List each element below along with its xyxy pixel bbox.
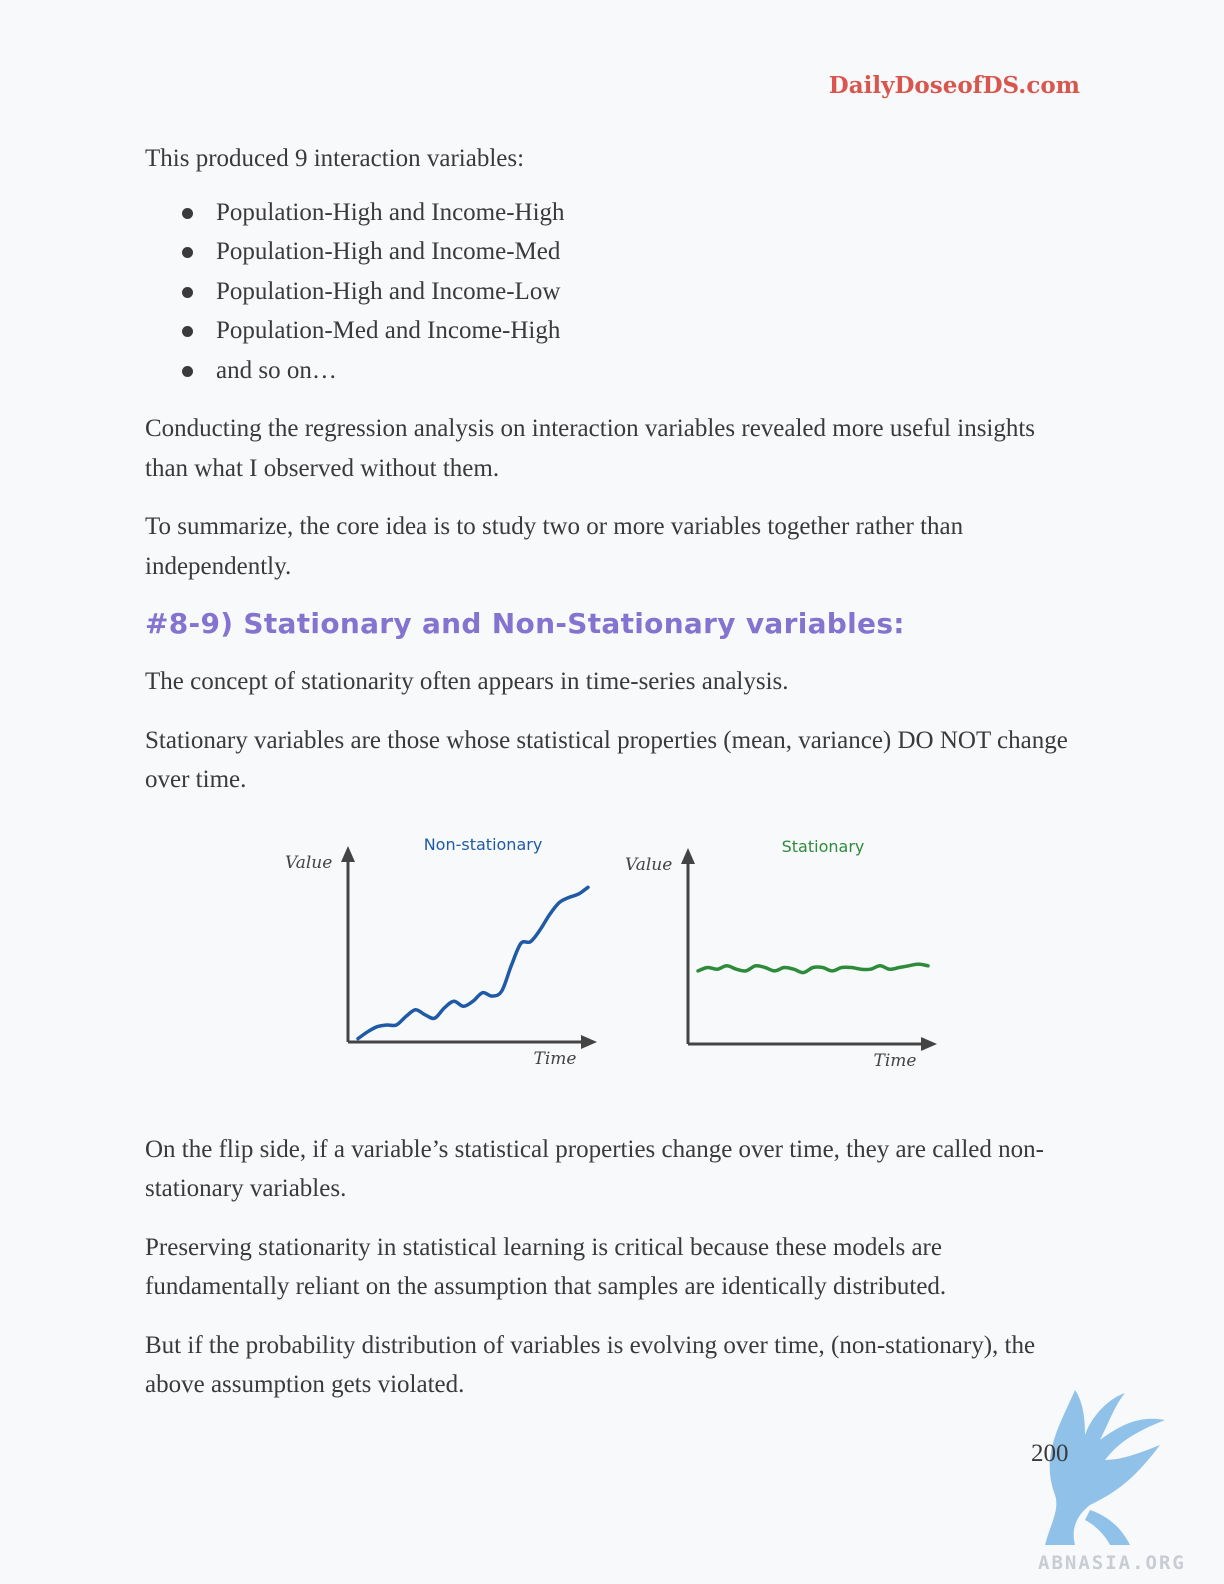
stationarity-charts-svg: Non-stationary Value Time Stationary Value Ti… xyxy=(285,835,937,1071)
body-paragraph: Conducting the regression analysis on in… xyxy=(145,415,1036,482)
stationary-series-line xyxy=(696,961,930,974)
nonstationary-x-axis-label: Time xyxy=(534,1049,577,1069)
body-paragraph: Stationary variables are those whose sta… xyxy=(145,726,1068,794)
watermark-text: ABNASIA.ORG xyxy=(1038,1552,1186,1574)
body-paragraph: To summarize, the core idea is to study … xyxy=(145,513,964,580)
nonstationary-x-axis-arrow-icon xyxy=(581,1034,597,1049)
page-number: 200 xyxy=(1031,1440,1069,1467)
stationary-y-axis-label: Value xyxy=(625,855,672,875)
list-item: and so on… xyxy=(145,351,1075,391)
page-content: This produced 9 interaction variables: P… xyxy=(145,139,1075,1424)
body-paragraph: On the flip side, if a variable’s statis… xyxy=(145,1135,1044,1203)
nonstationary-y-axis-label: Value xyxy=(285,853,332,873)
list-item: Population-Med and Income-High xyxy=(145,311,1075,351)
stationary-y-axis-arrow-icon xyxy=(681,847,695,864)
intro-paragraph: This produced 9 interaction variables: xyxy=(145,145,525,172)
nonstationary-series-line xyxy=(356,885,590,1040)
watermark-griffin-logo xyxy=(1045,1390,1165,1545)
list-item: Population-High and Income-High xyxy=(145,193,1075,233)
nonstationary-chart-title: Non-stationary xyxy=(424,835,543,854)
body-paragraph: The concept of stationarity often appear… xyxy=(145,668,789,695)
body-paragraph: Preserving stationarity in statistical l… xyxy=(145,1233,947,1301)
site-brand: DailyDoseofDS.com xyxy=(828,72,1080,99)
stationarity-figure: Non-stationary Value Time Stationary Value Ti… xyxy=(145,810,1075,1130)
section-heading: #8-9) Stationary and Non-Stationary vari… xyxy=(145,607,905,640)
list-item: Population-High and Income-Med xyxy=(145,232,1075,272)
list-item: Population-High and Income-Low xyxy=(145,272,1075,312)
stationary-chart-title: Stationary xyxy=(782,837,865,856)
interaction-list: Population-High and Income-High Populati… xyxy=(145,193,1075,391)
body-paragraph: But if the probability distribution of v… xyxy=(145,1331,1036,1399)
nonstationary-y-axis-arrow-icon xyxy=(341,845,355,862)
stationary-x-axis-label: Time xyxy=(874,1051,917,1071)
stationary-x-axis-arrow-icon xyxy=(921,1036,937,1051)
